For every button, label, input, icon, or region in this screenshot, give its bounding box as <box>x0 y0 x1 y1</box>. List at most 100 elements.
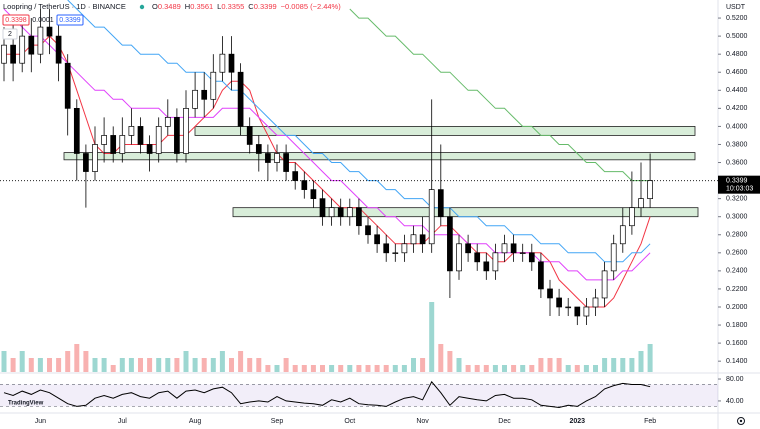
ohlc-value: 0.3355 <box>221 2 244 11</box>
candle-body <box>310 189 317 199</box>
y-tick-label: 0.3200 <box>726 195 748 202</box>
candle-body <box>574 306 581 317</box>
candle-body <box>592 297 599 308</box>
x-tick-label: Jul <box>118 418 127 425</box>
candle-body <box>283 153 289 172</box>
y-tick-label: 0.3600 <box>726 159 748 166</box>
rsi-band <box>0 384 718 407</box>
ohlc-values: O0.3489 H0.3561 L0.3355 C0.3399 −0.0085 (−2.… <box>152 2 341 11</box>
candle-body <box>619 225 626 245</box>
candle-body <box>647 180 653 199</box>
bid-box[interactable] <box>2 14 30 26</box>
y-tick-label: 0.2000 <box>726 304 748 311</box>
x-tick-label: Aug <box>189 418 202 425</box>
moving-average <box>67 0 651 263</box>
volume-bar <box>365 365 371 372</box>
candle-body <box>46 26 53 37</box>
volume-bar <box>356 365 362 372</box>
volume-bar <box>65 351 71 372</box>
currency[interactable]: USDT <box>726 4 746 11</box>
header: Loopring / TetherUS · 1D · BINANCE O0.34… <box>2 2 341 40</box>
settings-icon[interactable] <box>737 417 745 425</box>
volume-bar <box>556 358 562 372</box>
candle-body <box>483 261 490 272</box>
y-tick-label: 0.3800 <box>726 141 748 148</box>
volume-bar <box>56 358 62 372</box>
candle-body <box>210 71 217 100</box>
x-tick-label: Sep <box>271 418 284 425</box>
candle-body <box>528 252 535 263</box>
volume-bar <box>638 351 644 372</box>
ohlc-value: 0.3489 <box>158 2 181 11</box>
y-tick-label: 0.2400 <box>726 268 748 275</box>
candle-body <box>519 252 526 254</box>
candle-body <box>547 288 553 299</box>
volume-bar <box>547 358 553 372</box>
moving-average <box>349 8 651 182</box>
candle-body <box>556 297 562 308</box>
candle-body <box>401 243 408 254</box>
volume-bar <box>92 358 98 372</box>
volume-bar <box>10 358 16 372</box>
volume-bar <box>110 365 116 372</box>
candle-body <box>83 153 89 172</box>
volume-bar <box>383 365 389 372</box>
volume-bar <box>174 358 180 372</box>
volume-bar <box>538 358 544 372</box>
ohlc-key: L <box>217 2 221 11</box>
candle-body <box>219 53 226 73</box>
bid: 0.3398 <box>5 17 27 24</box>
ask-box[interactable] <box>56 14 84 26</box>
candle-body <box>292 171 299 181</box>
y-tick-label: 0.3000 <box>726 214 748 221</box>
candle-body <box>128 126 135 136</box>
volume-bar <box>520 365 526 372</box>
volume-bar <box>292 365 298 372</box>
volume-bar <box>429 302 435 372</box>
candle-body <box>92 144 98 172</box>
status-dot <box>139 4 145 10</box>
candle-body <box>201 89 208 100</box>
symbol-title[interactable]: Loopring / TetherUS · 1D · BINANCE <box>3 2 126 11</box>
volume-bar <box>1 351 7 372</box>
candle-body <box>55 35 62 64</box>
candle-body <box>174 117 180 154</box>
volume-bar <box>119 358 125 372</box>
candle-body <box>328 207 335 218</box>
candle-body <box>19 35 26 64</box>
candle-body <box>428 189 435 245</box>
volume-bar <box>274 365 280 372</box>
y-tick-label: 0.4600 <box>726 69 748 76</box>
candle-body <box>10 44 16 64</box>
volume-bar <box>37 358 43 372</box>
y-tick-label: 0.5000 <box>726 33 748 40</box>
ask: 0.3399 <box>59 17 81 24</box>
candle-body <box>610 243 617 272</box>
volume-bar <box>465 365 471 372</box>
candle-body <box>437 189 444 218</box>
ohlc-value: 0.3399 <box>254 2 277 11</box>
volume-bar <box>47 358 52 372</box>
volume-bar <box>629 358 635 372</box>
y-tick-label: 0.2200 <box>726 286 748 293</box>
candle-body <box>301 180 308 190</box>
candle-body <box>392 252 399 254</box>
volume-bar <box>238 351 244 372</box>
volume-bar <box>647 344 653 372</box>
indicator-toggle[interactable] <box>2 28 18 40</box>
volume-bar <box>456 358 462 372</box>
candle-body <box>1 44 7 64</box>
volume-bar <box>83 351 89 372</box>
volume-bar <box>229 358 234 372</box>
candle-body <box>383 243 390 254</box>
candle-body <box>237 71 244 127</box>
volume-bar <box>502 365 507 372</box>
volume-bar <box>338 365 344 372</box>
ohlc-change: −0.0085 (−2.44%) <box>281 2 342 11</box>
volume-bar <box>210 358 216 372</box>
y-tick-label: 0.1400 <box>726 358 748 365</box>
candle-body <box>346 207 353 218</box>
ohlc-key: C <box>248 2 254 11</box>
volume-bar <box>611 358 617 372</box>
